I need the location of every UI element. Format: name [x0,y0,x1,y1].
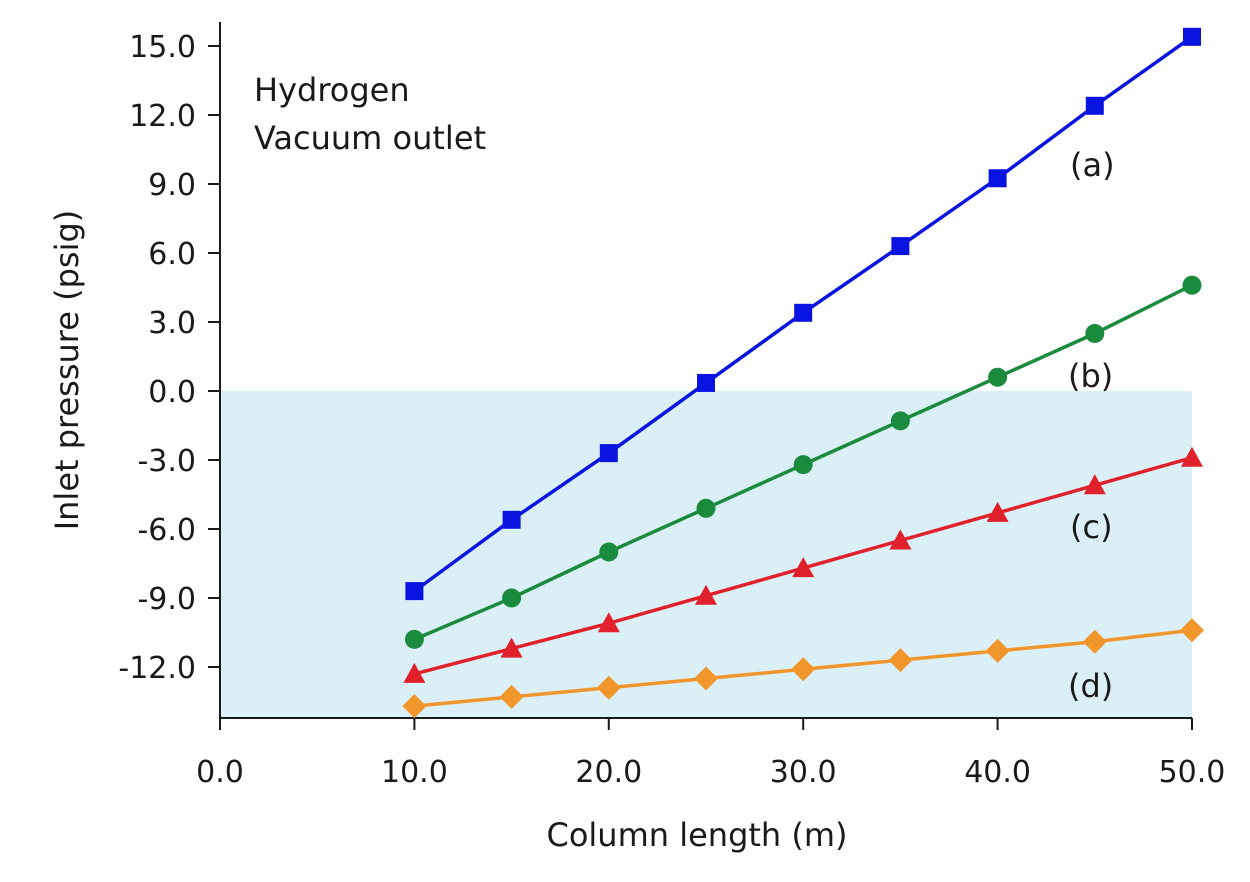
data-point [502,588,522,608]
data-point [988,367,1008,387]
data-point [888,648,913,673]
y-tick-label: -12.0 [118,651,196,686]
annotation-line: Vacuum outlet [254,119,486,157]
data-point [599,542,619,562]
data-point [889,529,912,550]
data-point [1183,27,1201,46]
x-axis-title: Column length (m) [546,816,847,854]
data-point [890,411,910,431]
shaded-region [220,391,1192,718]
data-point [696,498,716,518]
series-label: (b) [1068,357,1113,395]
y-tick-label: 12.0 [129,99,196,134]
x-tick-label: 10.0 [381,755,448,790]
data-point [986,501,1009,522]
x-tick-label: 0.0 [196,755,244,790]
data-point [1181,446,1203,467]
data-point [500,637,523,658]
data-point [596,675,621,700]
data-point [794,303,813,322]
data-point [694,666,718,691]
data-point [404,629,424,649]
data-point [1082,629,1107,654]
data-point [502,510,521,529]
series-2 [404,275,1202,649]
data-point [697,373,715,392]
data-point [597,612,620,633]
y-tick-label: 9.0 [148,168,196,203]
data-point [599,444,618,463]
data-point [988,169,1007,188]
data-point [985,638,1010,663]
y-tick-label: 3.0 [148,306,196,341]
data-point [891,237,910,256]
series-label: (a) [1070,146,1115,184]
x-tick-label: 40.0 [964,755,1031,790]
series-3 [403,446,1203,683]
y-tick-label: 6.0 [148,237,196,272]
y-axis-title: Inlet pressure (psig) [48,210,86,531]
data-point [405,582,424,601]
x-tick-label: 20.0 [575,755,642,790]
data-point [1085,96,1104,115]
data-point [402,694,427,719]
data-point [1083,474,1106,495]
series-label: (c) [1070,508,1113,546]
data-point [791,657,816,682]
x-tick-label: 30.0 [770,755,837,790]
series-label: (d) [1068,667,1113,705]
series-1 [405,27,1201,601]
data-point [1182,275,1202,295]
data-point [793,455,813,475]
series-4 [402,618,1204,719]
annotation-line: Hydrogen [254,71,410,109]
data-point [1085,324,1105,343]
y-tick-label: -3.0 [137,444,196,479]
y-tick-label: 0.0 [148,375,196,410]
y-tick-label: -6.0 [137,513,196,548]
data-point [499,684,524,709]
data-point [695,584,717,605]
data-point [792,557,815,578]
y-tick-label: -9.0 [137,582,196,617]
x-tick-label: 50.0 [1159,755,1226,790]
data-point [403,662,426,683]
y-tick-label: 15.0 [129,30,196,65]
data-point [1180,618,1204,643]
